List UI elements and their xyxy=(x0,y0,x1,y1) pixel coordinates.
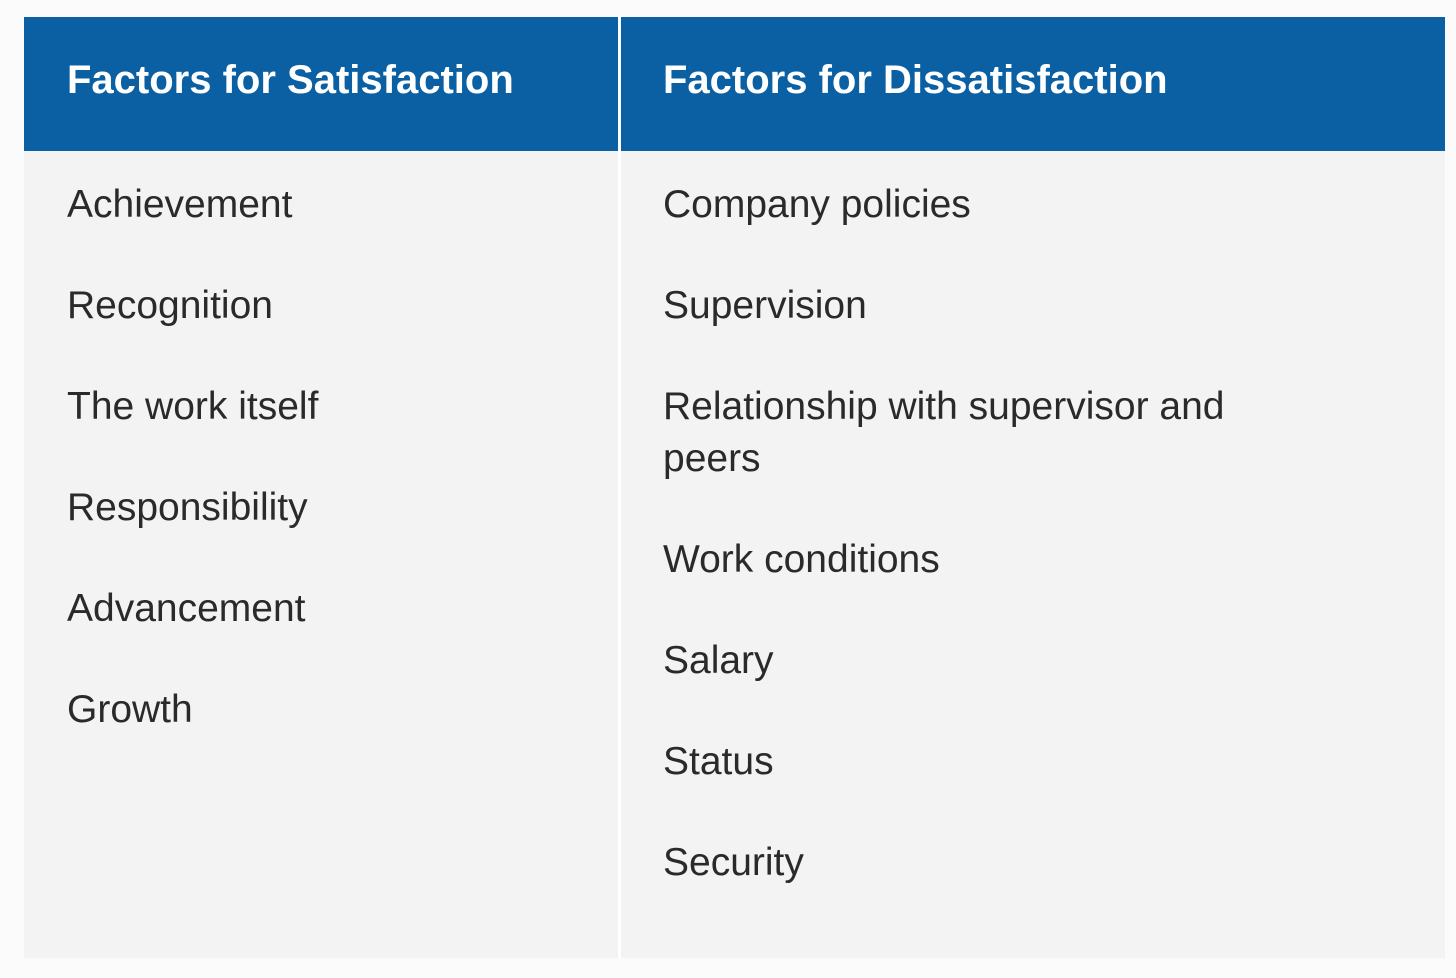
satisfaction-item-work-itself: The work itself xyxy=(67,385,319,428)
dissatisfaction-header: Factors for Dissatisfaction xyxy=(621,17,1445,151)
dissatisfaction-item-supervision: Supervision xyxy=(663,284,867,327)
satisfaction-list: Achievement Recognition The work itself … xyxy=(24,151,618,785)
dissatisfaction-item-security: Security xyxy=(663,841,804,884)
dissatisfaction-item-relationship: Relationship with supervisor and peers xyxy=(663,385,1225,480)
dissatisfaction-item-salary: Salary xyxy=(663,639,774,682)
dissatisfaction-column: Factors for Dissatisfaction Company poli… xyxy=(621,17,1445,958)
satisfaction-item-growth: Growth xyxy=(67,688,193,731)
satisfaction-header: Factors for Satisfaction xyxy=(24,17,618,151)
satisfaction-item-recognition: Recognition xyxy=(67,284,273,327)
satisfaction-column: Factors for Satisfaction Achievement Rec… xyxy=(24,17,621,958)
dissatisfaction-item-work-conditions: Work conditions xyxy=(663,538,940,581)
dissatisfaction-item-company-policies: Company policies xyxy=(663,183,971,226)
satisfaction-item-responsibility: Responsibility xyxy=(67,486,308,529)
satisfaction-item-achievement: Achievement xyxy=(67,183,293,226)
satisfaction-item-advancement: Advancement xyxy=(67,587,306,630)
dissatisfaction-list: Company policies Supervision Relationshi… xyxy=(621,151,1445,938)
dissatisfaction-item-status: Status xyxy=(663,740,774,783)
factors-table: Factors for Satisfaction Achievement Rec… xyxy=(24,17,1445,958)
